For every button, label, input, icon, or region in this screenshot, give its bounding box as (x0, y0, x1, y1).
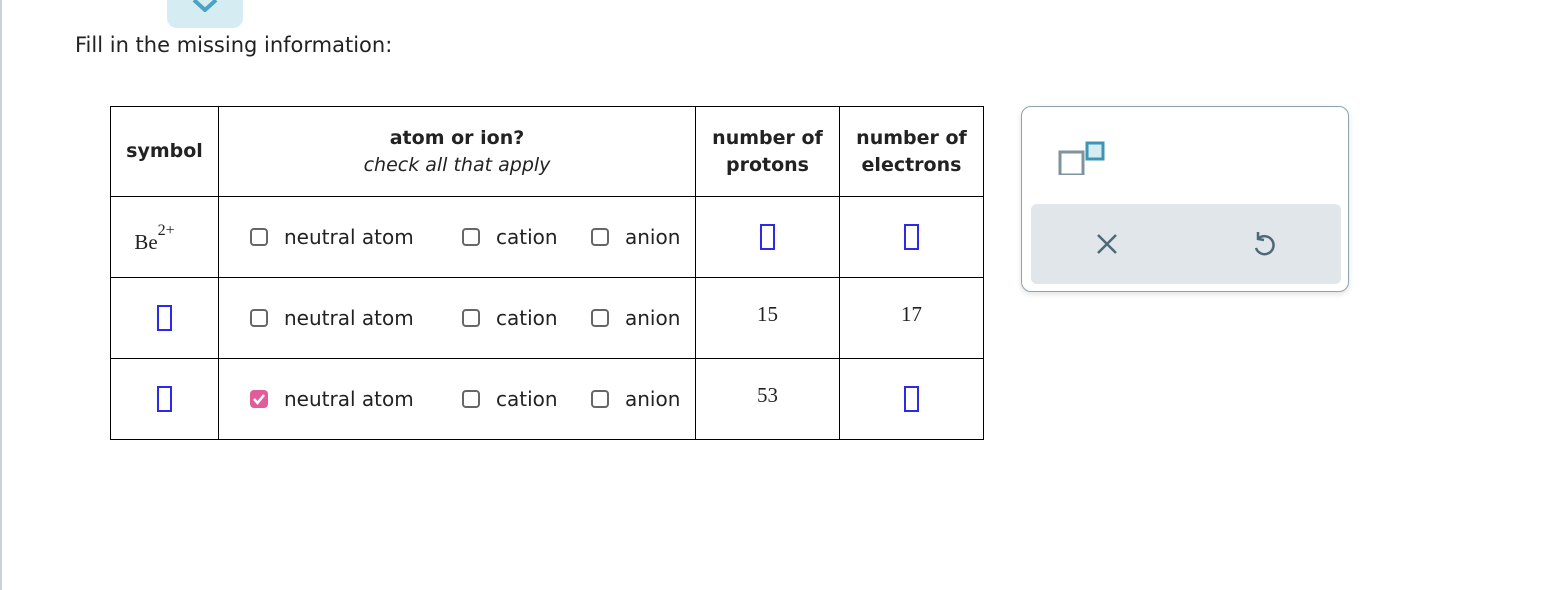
type-options: neutral atom cation anion (219, 225, 695, 249)
option-neutral-atom[interactable]: neutral atom (250, 387, 462, 411)
checkmark-icon (253, 394, 265, 405)
option-anion[interactable]: anion (591, 306, 680, 330)
option-anion[interactable]: anion (591, 387, 680, 411)
checkbox[interactable] (250, 390, 268, 408)
option-label: cation (496, 225, 558, 249)
protons-value: 15 (757, 301, 778, 326)
checkbox[interactable] (250, 309, 268, 327)
checkbox[interactable] (250, 228, 268, 246)
option-anion[interactable]: anion (591, 225, 680, 249)
ion-table: symbol atom or ion? check all that apply … (110, 106, 984, 440)
protons-value: 53 (757, 382, 778, 407)
header-protons: number of protons (695, 106, 840, 197)
left-border (0, 0, 2, 590)
option-label: cation (496, 387, 558, 411)
header-electrons: number of electrons (839, 106, 984, 197)
option-label: neutral atom (284, 387, 414, 411)
option-neutral-atom[interactable]: neutral atom (250, 225, 462, 249)
option-label: anion (625, 306, 681, 330)
checkbox[interactable] (462, 309, 480, 327)
checkbox[interactable] (462, 390, 480, 408)
table-row: neutral atom cation anion 15 17 (110, 277, 984, 359)
symbol-cell: Be2+ (110, 196, 219, 278)
type-options: neutral atom cation anion (219, 387, 695, 411)
option-neutral-atom[interactable]: neutral atom (250, 306, 462, 330)
prompt-text: Fill in the missing information: (75, 33, 393, 57)
header-atom-or-ion: atom or ion? check all that apply (218, 106, 696, 197)
electrons-value: 17 (901, 301, 922, 326)
protons-input[interactable] (760, 224, 775, 250)
option-label: neutral atom (284, 225, 414, 249)
option-label: anion (625, 387, 681, 411)
header-symbol: symbol (110, 106, 219, 197)
option-label: anion (625, 225, 681, 249)
electrons-input[interactable] (904, 386, 919, 412)
undo-icon (1254, 232, 1275, 256)
answer-tools-panel (1021, 106, 1349, 292)
option-cation[interactable]: cation (462, 387, 591, 411)
symbol-value: Be2+ (134, 221, 175, 254)
symbol-input[interactable] (157, 305, 172, 331)
option-cation[interactable]: cation (462, 225, 591, 249)
option-label: cation (496, 306, 558, 330)
checkbox[interactable] (591, 390, 609, 408)
checkbox[interactable] (591, 228, 609, 246)
symbol-input[interactable] (157, 386, 172, 412)
close-icon (1097, 234, 1117, 254)
checkbox[interactable] (462, 228, 480, 246)
checkbox[interactable] (591, 309, 609, 327)
collapse-tab[interactable] (167, 0, 243, 28)
electrons-input[interactable] (904, 224, 919, 250)
table-row: neutral atom cation anion 53 (110, 358, 984, 440)
table-row: Be2+ neutral atom cation anion (110, 196, 984, 278)
option-label: neutral atom (284, 306, 414, 330)
undo-button[interactable] (1247, 228, 1279, 260)
type-options: neutral atom cation anion (219, 306, 695, 330)
option-cation[interactable]: cation (462, 306, 591, 330)
action-bar (1031, 204, 1341, 284)
chevron-down-icon (192, 0, 218, 12)
clear-button[interactable] (1091, 228, 1123, 260)
superscript-icon[interactable] (1058, 141, 1110, 175)
